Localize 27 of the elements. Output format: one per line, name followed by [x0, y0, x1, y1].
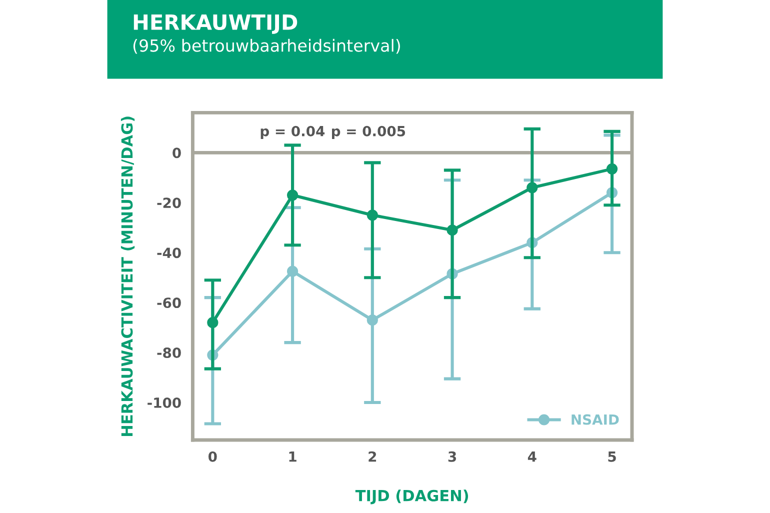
- point: [366, 210, 378, 221]
- point: [207, 317, 218, 328]
- annotation: p = 0.04: [260, 126, 325, 140]
- y-axis-title: HERKAUWACTIVITEIT (MINUTEN/DAG): [120, 116, 135, 436]
- y-tick-label: -40: [157, 248, 181, 258]
- annotation: p = 0.005: [332, 126, 406, 140]
- point: [526, 182, 538, 194]
- y-tick-label: -20: [157, 198, 181, 208]
- legend-label: NSAID: [572, 414, 619, 425]
- point: [286, 190, 298, 201]
- x-tick-label: 2: [368, 451, 376, 462]
- x-tick-label: 5: [608, 452, 616, 462]
- y-tick-label: -100: [148, 397, 181, 408]
- chart-subtitle: (95% betrouwbaarheidsinterval): [133, 38, 400, 54]
- x-tick-label: 4: [528, 452, 536, 462]
- x-tick-label: 0: [208, 451, 217, 462]
- chart-title: HERKAUWTIJD: [134, 14, 298, 34]
- x-tick-label: 3: [448, 451, 456, 462]
- y-tick-label: -60: [157, 298, 181, 308]
- point: [446, 224, 458, 236]
- point: [606, 163, 618, 174]
- y-tick-label: 0: [172, 148, 181, 158]
- x-tick-label: 1: [289, 452, 296, 462]
- x-axis-title: TIJD (DAGEN): [355, 490, 468, 504]
- y-tick-label: -80: [157, 348, 181, 358]
- point: [286, 266, 298, 277]
- point: [366, 314, 378, 326]
